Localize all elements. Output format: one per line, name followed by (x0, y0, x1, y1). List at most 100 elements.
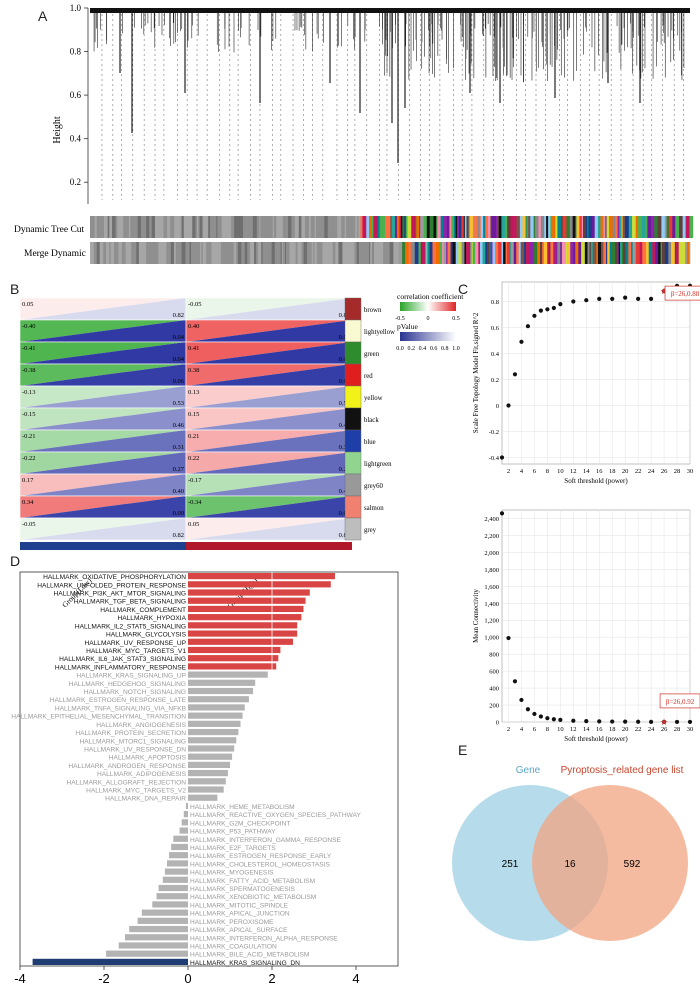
correlation-value: -0.05 (188, 301, 202, 308)
module-color-strip (446, 242, 448, 264)
module-color-strip (664, 242, 669, 264)
module-color-strip (282, 216, 286, 238)
gsea-bar (188, 728, 239, 736)
module-color-strip (550, 216, 553, 238)
module-color-strip (211, 242, 215, 264)
module-color-strip (450, 242, 453, 264)
module-color-strip (573, 242, 576, 264)
module-color-strip (339, 216, 342, 238)
module-color-strip (143, 216, 147, 238)
module-color-strip (655, 242, 659, 264)
data-point (512, 372, 518, 377)
gsea-bar (173, 835, 188, 842)
module-color-strip (264, 242, 269, 264)
module-color-strip (542, 242, 545, 264)
module-color-strip (555, 216, 558, 238)
module-color-strip (214, 242, 218, 264)
module-color-strip (115, 216, 118, 238)
module-color-strip (419, 216, 421, 238)
venn-set-label: Gene (516, 765, 541, 776)
module-color-strip (603, 242, 607, 264)
module-color-strip (668, 216, 672, 238)
module-color-strip (395, 216, 398, 238)
pvalue-value: 0.31 (173, 444, 184, 451)
gsea-bar (118, 942, 188, 949)
data-point (636, 296, 641, 301)
module-color-strip (291, 216, 296, 238)
pvalue-value: 0.53 (173, 400, 184, 407)
pvalue-triangle (20, 364, 186, 386)
corr-gradient (400, 302, 456, 311)
module-color-strip (165, 242, 167, 264)
module-color-strip (183, 216, 187, 238)
module-color-strip (208, 216, 211, 238)
module-color-strip (518, 242, 521, 264)
x-tick-label: 14 (583, 468, 590, 475)
module-color-strip (578, 242, 582, 264)
module-color-strip (621, 242, 624, 264)
gsea-bar (188, 622, 298, 629)
module-color-strip (624, 216, 630, 238)
height-tick-label: 0.6 (70, 90, 82, 100)
x-tick-label: 6 (533, 726, 537, 733)
module-color-strip (584, 242, 588, 264)
pvalue-triangle (20, 386, 186, 408)
module-color-strip (202, 242, 207, 264)
module-color-strip (310, 242, 312, 264)
module-color-strip (186, 216, 190, 238)
module-color-strip (506, 242, 511, 264)
module-color-strip (410, 242, 416, 264)
pvalue-tick-label: 0.0 (396, 346, 404, 352)
module-color-strip (362, 216, 367, 238)
pvalue-value: 0.82 (339, 312, 350, 319)
gsea-bar (32, 958, 188, 965)
group-high-bar (186, 542, 352, 550)
module-color-strip (114, 242, 118, 264)
pathway-label: HALLMARK_ANGIOGENESIS (96, 722, 186, 729)
module-color-strip (195, 216, 198, 238)
module-name: salmon (364, 505, 384, 512)
x-tick-label: 10 (557, 468, 564, 475)
module-color-strip (321, 216, 325, 238)
module-color-strip (597, 216, 601, 238)
pvalue-value: 0.40 (173, 488, 184, 495)
data-point (597, 296, 602, 301)
module-color-strip (230, 242, 235, 264)
module-color-strip (384, 242, 388, 264)
gsea-bar (137, 917, 188, 924)
module-color-strip (548, 216, 551, 238)
pvalue-value: 0.04 (173, 356, 185, 363)
module-color-strip (672, 216, 676, 238)
pvalue-value: 0.27 (339, 466, 351, 473)
pathway-label: HALLMARK_E2F_TARGETS (190, 845, 276, 852)
module-color-strip (478, 242, 481, 264)
pvalue-value: 0.82 (173, 312, 184, 319)
module-color-strip (682, 216, 686, 238)
pathway-label: HALLMARK_MYC_TARGETS_V2 (86, 788, 186, 795)
module-color-strip (181, 216, 185, 238)
module-color-strip (149, 242, 153, 264)
x-tick-label: 12 (570, 726, 577, 733)
module-color-strip (390, 216, 393, 238)
module-color-strip (622, 216, 626, 238)
module-color-strip (537, 242, 541, 264)
module-color-strip (94, 216, 98, 238)
module-color-strip (347, 242, 350, 264)
x-tick-label: 16 (596, 726, 603, 733)
module-name: lightgreen (364, 461, 392, 468)
module-color-strip (572, 216, 576, 238)
gsea-bar (162, 876, 188, 883)
module-color-strip (257, 216, 260, 238)
module-color-strip (270, 216, 274, 238)
module-color-strip (676, 242, 680, 264)
module-color-strip (485, 242, 488, 264)
module-color-strip (103, 242, 107, 264)
module-color-strip (396, 216, 400, 238)
module-color-strip (189, 216, 193, 238)
module-color-strip (569, 216, 573, 238)
gsea-bar (179, 827, 188, 834)
pvalue-triangle (20, 298, 186, 320)
module-color-strip (399, 216, 402, 238)
module-color-strip (241, 242, 244, 264)
module-color-strip (332, 242, 336, 264)
